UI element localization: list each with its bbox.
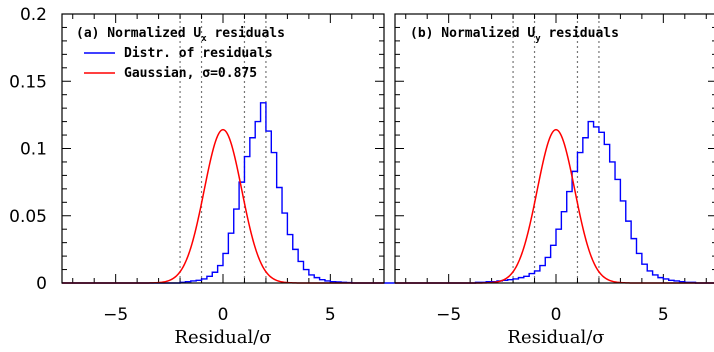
panel-a-y-tick-label: 0.15 [9,72,47,92]
panel-a-y-tick-label: 0 [36,274,47,294]
panel-b-title: (b) Normalized Uy residuals [410,26,619,44]
panel-a-x-tick-label: 5 [325,305,336,325]
panel-a-x-tick-label: 0 [218,305,229,325]
panel-a-x-tick-labels: −5 0 5 [103,305,336,325]
panel-a-y-tick-label: 0.1 [20,140,47,160]
panel-a-y-tick-labels: 0 0.05 0.1 0.15 0.2 [9,5,47,294]
panel-a-x-tick-label: −5 [103,305,128,325]
panel-a-y-tick-label: 0.05 [9,207,47,227]
panel-b-x-tick-label: 5 [658,305,669,325]
panel-b: (b) Normalized Uy residuals −5 0 5 Residua… [394,13,714,348]
legend-histogram-label: Distr. of residuals [124,46,273,61]
panel-a-y-tick-label: 0.2 [20,5,47,25]
panel-b-gaussian-series [395,128,714,284]
panel-b-histogram-series [395,120,714,284]
panel-b-x-tick-labels: −5 0 5 [436,305,669,325]
panel-a-frame [61,13,385,284]
panel-b-x-tick-label: −5 [436,305,461,325]
panel-a-x-axis-label: Residual/σ [174,327,271,348]
panel-a-title: (a) Normalized Ux residuals [76,26,285,44]
panel-b-frame [394,13,714,284]
panel-b-x-tick-label: 0 [551,305,562,325]
panel-a-histogram-series [62,102,395,284]
panel-b-plot-area [395,13,714,284]
legend-gaussian-label: Gaussian, σ=0.875 [124,66,257,81]
panel-a: (a) Normalized Ux residuals Distr. of re… [9,5,395,348]
panel-b-x-axis-label: Residual/σ [507,327,604,348]
